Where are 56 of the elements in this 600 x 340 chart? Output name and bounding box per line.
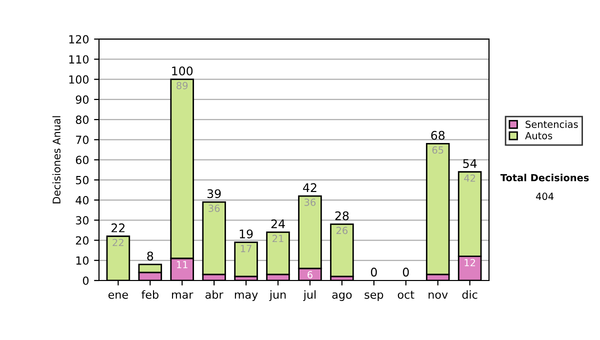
x-tick-label: dic [462,290,478,299]
data-label: 26 [336,226,348,234]
x-tick-label: ago [332,292,352,301]
data-label: 22 [112,238,124,246]
x-tick-label: may [234,292,258,301]
x-tick-label: oct [398,290,414,299]
data-label: 42 [464,174,476,182]
total-label: 68 [431,130,445,140]
y-tick-label: 80 [76,116,89,124]
text: 404 [536,192,554,200]
y-tick-label: 0 [82,276,89,285]
data-label: 6 [308,271,312,278]
data-label: 36 [304,198,316,206]
total-label: 0 [402,268,409,277]
data-label: 89 [176,82,188,90]
y-tick-label: 90 [76,95,89,104]
y-tick-label: 40 [76,196,89,204]
data-label: 12 [464,258,476,266]
total-label: 8 [147,252,154,261]
y-tick-label: 10 [76,256,89,265]
x-tick-label: mar [172,292,194,299]
data-label: 11 [176,261,188,268]
total-label: 22 [112,223,125,232]
y-tick-label: 70 [76,136,89,144]
y-tick-label: 50 [76,176,89,184]
total-label: 42 [303,183,316,192]
y-tick-label: 60 [76,156,89,164]
x-tick-label: jul [303,290,316,301]
total-label: 100 [172,66,193,76]
data-label: 65 [432,146,444,154]
x-tick-label: feb [142,290,158,299]
y-tick-label: 120 [69,35,89,44]
x-tick-label: nov [428,292,448,299]
bar [330,223,354,278]
data-label: 36 [208,204,220,212]
total-label: 0 [370,268,377,277]
y-tick-label: 20 [76,236,89,245]
text: Total Decisiones [500,174,589,182]
x-tick-label: ene [108,292,128,299]
bar [234,242,258,278]
total-label: 24 [271,219,285,228]
x-tick-label: abr [206,290,224,299]
legend-label: Autos [525,132,552,140]
y-axis-title: Decisiones Anual [52,116,60,204]
data-label: 21 [272,234,284,242]
legend-label: Sentencias [526,120,578,128]
y-tick-label: 30 [76,216,89,225]
total-label: 54 [463,159,477,168]
total-label: 39 [207,189,221,198]
x-tick-label: jun [269,290,286,301]
y-tick-label: 100 [69,75,89,84]
x-tick-label: sep [364,292,384,301]
data-label: 17 [240,244,252,252]
total-label: 19 [240,229,253,238]
total-label: 28 [335,211,349,220]
y-tick-label: 110 [69,55,89,64]
